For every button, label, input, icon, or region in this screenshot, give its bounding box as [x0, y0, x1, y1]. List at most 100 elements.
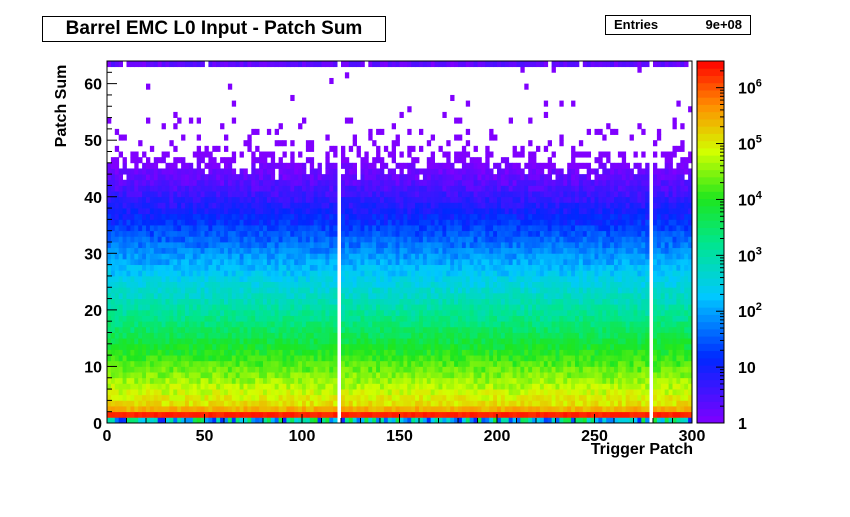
heatmap-cell: [251, 377, 256, 384]
heatmap-cell: [493, 366, 498, 373]
heatmap-cell: [266, 162, 272, 169]
heatmap-cell: [274, 230, 279, 237]
heatmap-cell: [208, 275, 213, 282]
heatmap-cell: [485, 406, 490, 413]
heatmap-cell: [224, 258, 229, 266]
heatmap-cell: [282, 394, 287, 401]
heatmap-cell: [231, 117, 237, 124]
heatmap-cell: [118, 151, 123, 158]
heatmap-cell: [220, 338, 225, 345]
heatmap-cell: [454, 309, 459, 316]
heatmap-cell: [395, 185, 400, 192]
heatmap-cell: [278, 219, 283, 226]
heatmap-cell: [376, 145, 381, 152]
heatmap-cell: [274, 208, 279, 215]
heatmap-cell: [114, 309, 120, 316]
heatmap-cell: [118, 383, 123, 390]
heatmap-cell: [220, 383, 225, 390]
heatmap-cell: [263, 275, 268, 282]
heatmap-cell: [399, 264, 404, 271]
heatmap-cell: [305, 315, 311, 322]
heatmap-cell: [290, 196, 295, 203]
heatmap-cell: [489, 406, 494, 413]
heatmap-cell: [399, 151, 404, 158]
heatmap-cell: [282, 258, 287, 266]
heatmap-cell: [142, 230, 147, 237]
heatmap-cell: [333, 196, 338, 203]
heatmap-cell: [477, 394, 482, 401]
heatmap-cell: [169, 349, 174, 356]
heatmap-cell: [321, 394, 326, 401]
heatmap-cell: [477, 377, 482, 384]
heatmap-cell: [298, 253, 303, 260]
heatmap-cell: [122, 360, 127, 367]
heatmap-cell: [454, 196, 459, 203]
heatmap-cell: [309, 258, 315, 266]
heatmap-cell: [426, 230, 432, 237]
heatmap-cell: [454, 213, 459, 220]
heatmap-cell: [274, 258, 279, 266]
heatmap-cell: [430, 168, 435, 175]
heatmap-cell: [348, 349, 354, 356]
heatmap-cell: [290, 202, 295, 209]
heatmap-cell: [235, 179, 240, 186]
heatmap-cell: [286, 258, 291, 266]
heatmap-cell: [395, 287, 400, 294]
heatmap-cell: [434, 292, 439, 299]
heatmap-cell: [266, 128, 272, 135]
heatmap-cell: [461, 377, 467, 384]
heatmap-cell: [430, 219, 435, 226]
heatmap-cell: [387, 406, 393, 413]
heatmap-cell: [134, 168, 139, 175]
heatmap-cell: [161, 202, 166, 209]
heatmap-cell: [446, 372, 451, 379]
heatmap-cell: [134, 417, 139, 424]
heatmap-cell: [368, 128, 373, 135]
heatmap-cell: [142, 225, 147, 232]
heatmap-cell: [395, 196, 400, 203]
heatmap-cell: [169, 264, 174, 271]
heatmap-cell: [317, 230, 322, 237]
heatmap-cell: [430, 372, 435, 379]
heatmap-cell: [348, 202, 354, 209]
heatmap-cell: [426, 332, 432, 339]
heatmap-cell: [157, 230, 162, 237]
heatmap-cell: [247, 372, 252, 379]
heatmap-cell: [465, 258, 471, 266]
heatmap-cell: [434, 417, 439, 424]
heatmap-cell: [493, 292, 498, 299]
heatmap-cell: [286, 208, 291, 215]
heatmap-cell: [192, 394, 198, 401]
heatmap-cell: [372, 242, 377, 249]
heatmap-cell: [430, 298, 435, 305]
heatmap-cell: [415, 270, 420, 277]
heatmap-cell: [341, 338, 346, 345]
heatmap-cell: [454, 202, 459, 209]
heatmap-cell: [235, 202, 240, 209]
heatmap-cell: [243, 287, 248, 294]
heatmap-cell: [270, 174, 276, 181]
heatmap-cell: [469, 338, 474, 345]
heatmap-cell: [430, 253, 435, 260]
heatmap-cell: [146, 157, 151, 164]
heatmap-cell: [446, 383, 451, 390]
heatmap-cell: [185, 281, 190, 288]
heatmap-cell: [438, 349, 443, 356]
heatmap-cell: [321, 247, 326, 254]
heatmap-cell: [481, 208, 486, 215]
heatmap-cell: [259, 372, 264, 379]
heatmap-cell: [165, 309, 170, 316]
heatmap-cell: [239, 292, 244, 299]
heatmap-cell: [329, 406, 334, 413]
heatmap-cell: [173, 123, 178, 130]
heatmap-cell: [380, 168, 385, 175]
heatmap-cell: [419, 168, 424, 175]
heatmap-cell: [461, 242, 467, 249]
heatmap-cell: [317, 253, 322, 260]
heatmap-cell: [305, 270, 311, 277]
heatmap-cell: [341, 253, 346, 260]
heatmap-cell: [177, 157, 182, 164]
heatmap-cell: [489, 185, 494, 192]
heatmap-cell: [356, 196, 361, 203]
heatmap-cell: [434, 343, 439, 350]
